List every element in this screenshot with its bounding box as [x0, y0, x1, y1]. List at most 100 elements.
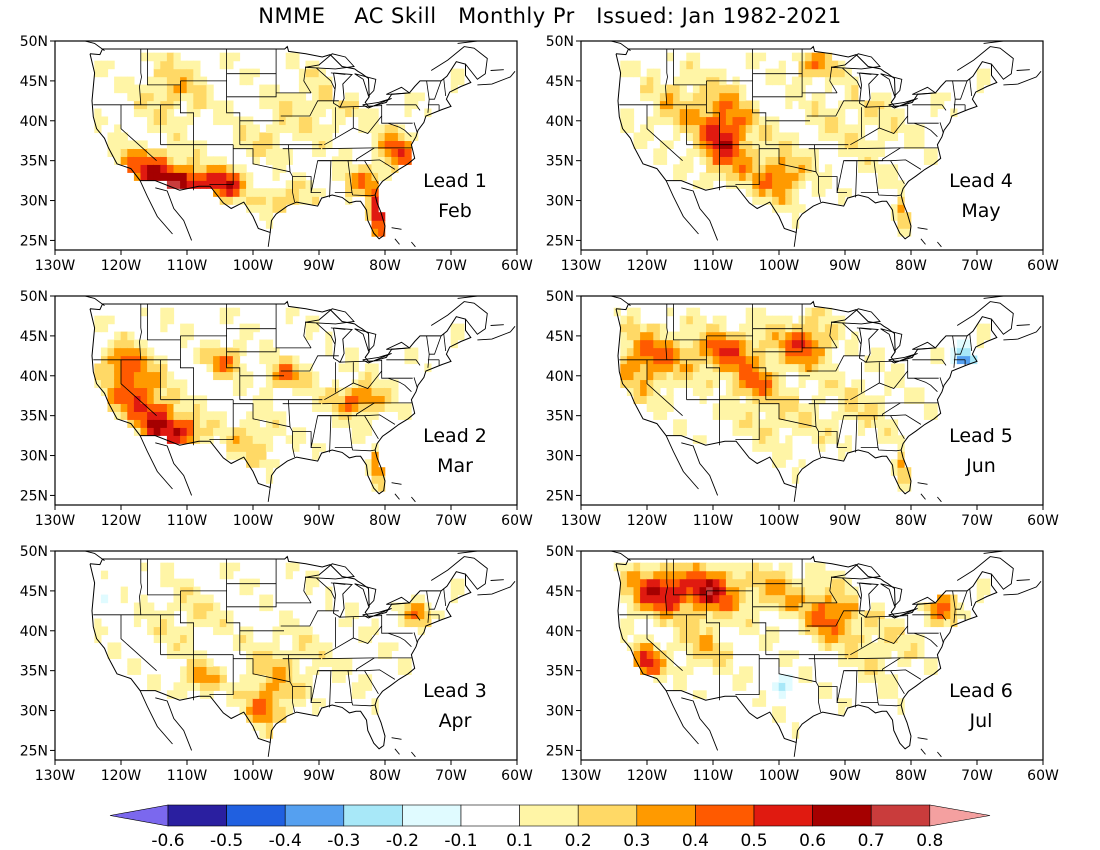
skill-cell [712, 371, 720, 381]
skill-cell [371, 483, 379, 492]
skill-cell [457, 586, 465, 596]
skill-cell [120, 411, 128, 420]
skill-cell [265, 355, 274, 365]
skill-cell [246, 666, 254, 675]
skill-cell [259, 339, 267, 349]
skill-cell [719, 363, 727, 373]
skill-cell [153, 116, 161, 126]
skill-cell [371, 132, 379, 142]
skill-cell [232, 140, 241, 149]
lon-tick-label: 70W [435, 513, 467, 529]
skill-cell [864, 403, 872, 412]
map-frame [54, 295, 518, 506]
skill-cell [338, 164, 346, 173]
state-boundary [280, 100, 339, 117]
skill-cell [265, 706, 274, 715]
skill-cell [692, 76, 701, 86]
skill-cell [805, 76, 813, 86]
skill-cell [811, 626, 819, 636]
skill-cell [673, 116, 681, 126]
skill-cell [758, 403, 767, 412]
skill-cell [772, 570, 780, 580]
skill-cell [686, 124, 694, 134]
skill-cell [805, 427, 813, 436]
skill-cell [824, 180, 833, 189]
skill-cell [292, 642, 300, 652]
skill-cell [818, 419, 826, 428]
skill-cell [884, 427, 892, 436]
skill-cell [100, 60, 109, 70]
state-boundary [413, 377, 418, 388]
skill-cell [877, 427, 885, 436]
skill-cell [884, 92, 892, 102]
skill-cell [890, 124, 899, 134]
colorbar: -0.6 -0.5 -0.4 -0.3 -0.2 -0.1 0.1 0.2 0.3 0.4 0.5 0… [109, 804, 991, 850]
skill-cell [719, 562, 727, 572]
skill-cell [686, 60, 694, 70]
skill-cell [239, 634, 247, 644]
skill-cell [626, 602, 635, 612]
skill-cell [811, 52, 819, 62]
skill-cell [772, 180, 780, 189]
skill-cell [725, 666, 734, 675]
skill-cell [805, 403, 813, 412]
skill-cell [153, 92, 161, 102]
skill-cell [666, 363, 674, 373]
skill-cell [692, 363, 701, 373]
skill-cell [653, 411, 661, 420]
skill-cell [976, 586, 984, 596]
skill-cell [160, 363, 168, 373]
skill-cell [950, 347, 958, 357]
skill-cell [904, 483, 912, 492]
map-content [610, 296, 1042, 503]
skill-cell [626, 642, 635, 652]
skill-cell [897, 618, 905, 628]
coastline [615, 300, 998, 495]
skill-cell [272, 204, 280, 213]
skill-cell [298, 180, 307, 189]
skill-cell [765, 148, 773, 157]
skill-cell [180, 626, 188, 636]
skill-cell [160, 411, 168, 420]
skill-cell [338, 618, 346, 628]
skill-cell [686, 116, 694, 126]
skill-cell [897, 634, 905, 644]
skill-cell [877, 610, 885, 620]
skill-cell [692, 379, 701, 389]
skill-cell [391, 379, 399, 389]
skill-cell [758, 562, 767, 572]
skill-cell [805, 363, 813, 373]
skill-cell [640, 395, 648, 404]
skill-cell [147, 156, 155, 165]
skill-cell [785, 658, 793, 667]
lat-tick-label: 50N [20, 34, 48, 50]
skill-cell [653, 148, 661, 157]
skill-cell [114, 403, 122, 412]
skill-cell [871, 92, 879, 102]
skill-cell [818, 443, 826, 452]
skill-cell [331, 658, 340, 667]
skill-cell [772, 387, 780, 397]
skill-cell [219, 682, 227, 691]
skill-cell [838, 387, 846, 397]
skill-cell [838, 586, 846, 596]
skill-cell [752, 562, 760, 572]
skill-cell [653, 339, 661, 349]
colorbar-swatch [636, 804, 696, 827]
skill-cell [791, 196, 800, 205]
skill-cell [378, 642, 386, 652]
skill-cell [686, 363, 694, 373]
skill-cell [378, 124, 386, 134]
skill-cell [791, 180, 800, 189]
colorbar-swatch [753, 804, 813, 827]
lon-tick-label: 60W [501, 258, 533, 274]
skill-cell [252, 323, 260, 333]
skill-cell [626, 371, 635, 381]
coastline [367, 764, 384, 765]
lat-tick-label: 35N [20, 154, 48, 170]
skill-cell [358, 403, 366, 412]
skill-cell [811, 347, 819, 357]
skill-cell [877, 347, 885, 357]
skill-cell [811, 323, 819, 333]
skill-cell [298, 92, 307, 102]
